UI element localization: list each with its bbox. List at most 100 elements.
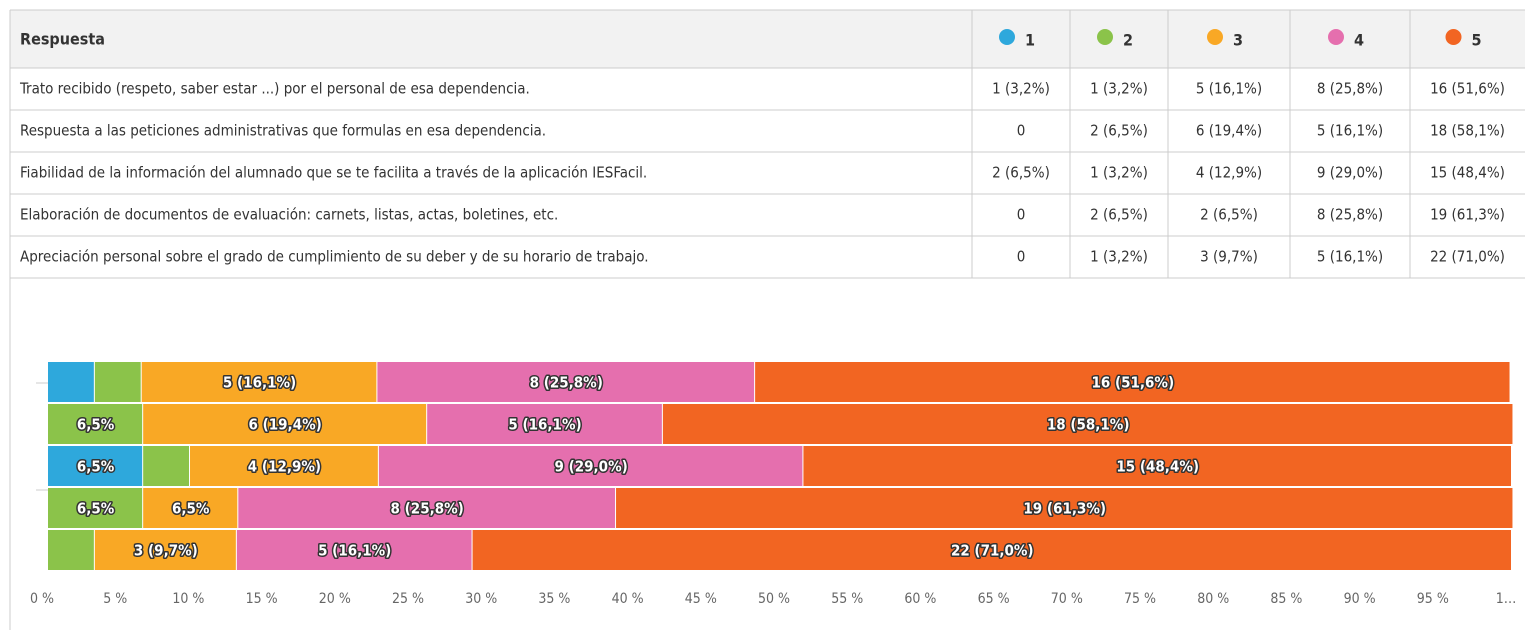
row-label: Apreciación personal sobre el grado de c… [20, 248, 649, 266]
legend-dot [1328, 29, 1344, 45]
bar-segment [94, 362, 141, 402]
segment-label: 6,5% [172, 500, 210, 518]
segment-label: 4 (12,9%) [248, 458, 321, 476]
bar-segment [94, 530, 236, 570]
segment-label: 19 (61,3%) [1023, 500, 1106, 518]
bar-segment [427, 404, 662, 444]
bar-segment [48, 488, 143, 528]
segment-label: 9 (29,0%) [555, 458, 628, 476]
x-tick-label: 55 % [831, 591, 863, 607]
cell: 1 (3,2%) [1090, 248, 1148, 266]
x-tick-label: 30 % [465, 591, 497, 607]
bar-segment [48, 362, 94, 402]
cell: 8 (25,8%) [1317, 80, 1383, 98]
bar-segment [141, 362, 377, 402]
cell: 1 (3,2%) [1090, 80, 1148, 98]
legend-dot [1097, 29, 1113, 45]
row-label: Elaboración de documentos de evaluación:… [20, 206, 558, 224]
table-header-bg [10, 10, 1525, 68]
x-tick-label: 35 % [538, 591, 570, 607]
bar-segment [48, 404, 143, 444]
cell: 0 [1017, 122, 1026, 140]
x-tick-label: 80 % [1197, 591, 1229, 607]
cell: 1 (3,2%) [992, 80, 1050, 98]
segment-label: 6,5% [77, 500, 115, 518]
cell: 22 (71,0%) [1430, 248, 1505, 266]
cell: 2 (6,5%) [1200, 206, 1258, 224]
segment-label: 22 (71,0%) [951, 542, 1034, 560]
segment-label: 6,5% [77, 416, 115, 434]
x-tick-label: 75 % [1124, 591, 1156, 607]
cell: 3 (9,7%) [1200, 248, 1258, 266]
segment-label: 18 (58,1%) [1047, 416, 1130, 434]
row-label: Trato recibido (respeto, saber estar ...… [19, 80, 530, 98]
cell: 0 [1017, 248, 1026, 266]
legend-label: 4 [1354, 31, 1364, 50]
x-tick-label: 50 % [758, 591, 790, 607]
x-tick-label: 20 % [319, 591, 351, 607]
x-tick-label: 45 % [685, 591, 717, 607]
bar-segment [48, 446, 143, 486]
cell: 18 (58,1%) [1430, 122, 1505, 140]
bar-segment [472, 530, 1511, 570]
segment-label: 15 (48,4%) [1116, 458, 1199, 476]
bar-segment [143, 404, 427, 444]
row-label: Fiabilidad de la información del alumnad… [20, 164, 647, 182]
legend-dot [1445, 29, 1462, 45]
bar-segment [755, 362, 1510, 402]
segment-label: 8 (25,8%) [391, 500, 464, 518]
bar-segment [190, 446, 378, 486]
bar-segment [238, 488, 616, 528]
x-tick-label: 40 % [612, 591, 644, 607]
x-tick-label: 0 % [30, 591, 54, 607]
segment-label: 6 (19,4%) [249, 416, 322, 434]
bar-segment [803, 446, 1511, 486]
segment-label: 16 (51,6%) [1092, 374, 1175, 392]
table-header: Respuesta [20, 30, 105, 49]
legend-dot [999, 29, 1015, 45]
cell: 2 (6,5%) [1090, 206, 1148, 224]
x-tick-label: 5 % [103, 591, 127, 607]
x-tick-label: 10 % [172, 591, 204, 607]
x-tick-label: 95 % [1417, 591, 1449, 607]
x-tick-label: 65 % [978, 591, 1010, 607]
x-tick-label: 15 % [246, 591, 278, 607]
legend-label: 3 [1233, 31, 1243, 50]
bar-segment [377, 362, 755, 402]
cell: 5 (16,1%) [1317, 122, 1383, 140]
bar-segment [143, 488, 238, 528]
x-tick-label: 70 % [1051, 591, 1083, 607]
bar-segment [48, 530, 94, 570]
segment-label: 5 (16,1%) [318, 542, 391, 560]
cell: 16 (51,6%) [1430, 80, 1505, 98]
bar-segment [236, 530, 472, 570]
x-tick-label: 85 % [1270, 591, 1302, 607]
x-tick-label: 1… [1496, 591, 1517, 607]
cell: 1 (3,2%) [1090, 164, 1148, 182]
cell: 2 (6,5%) [992, 164, 1050, 182]
bar-segment [662, 404, 1513, 444]
legend-label: 5 [1472, 31, 1482, 50]
segment-label: 3 (9,7%) [134, 542, 198, 560]
x-tick-label: 90 % [1344, 591, 1376, 607]
cell: 5 (16,1%) [1317, 248, 1383, 266]
cell: 9 (29,0%) [1317, 164, 1383, 182]
cell: 2 (6,5%) [1090, 122, 1148, 140]
bar-segment [143, 446, 190, 486]
x-tick-label: 60 % [904, 591, 936, 607]
bar-segment [378, 446, 803, 486]
cell: 5 (16,1%) [1196, 80, 1262, 98]
cell: 6 (19,4%) [1196, 122, 1262, 140]
row-label: Respuesta a las peticiones administrativ… [20, 122, 546, 140]
bar-segment [616, 488, 1513, 528]
cell: 8 (25,8%) [1317, 206, 1383, 224]
cell: 19 (61,3%) [1430, 206, 1505, 224]
cell: 0 [1017, 206, 1026, 224]
x-tick-label: 25 % [392, 591, 424, 607]
legend-label: 1 [1025, 31, 1035, 50]
cell: 4 (12,9%) [1196, 164, 1262, 182]
segment-label: 8 (25,8%) [530, 374, 603, 392]
segment-label: 5 (16,1%) [508, 416, 581, 434]
